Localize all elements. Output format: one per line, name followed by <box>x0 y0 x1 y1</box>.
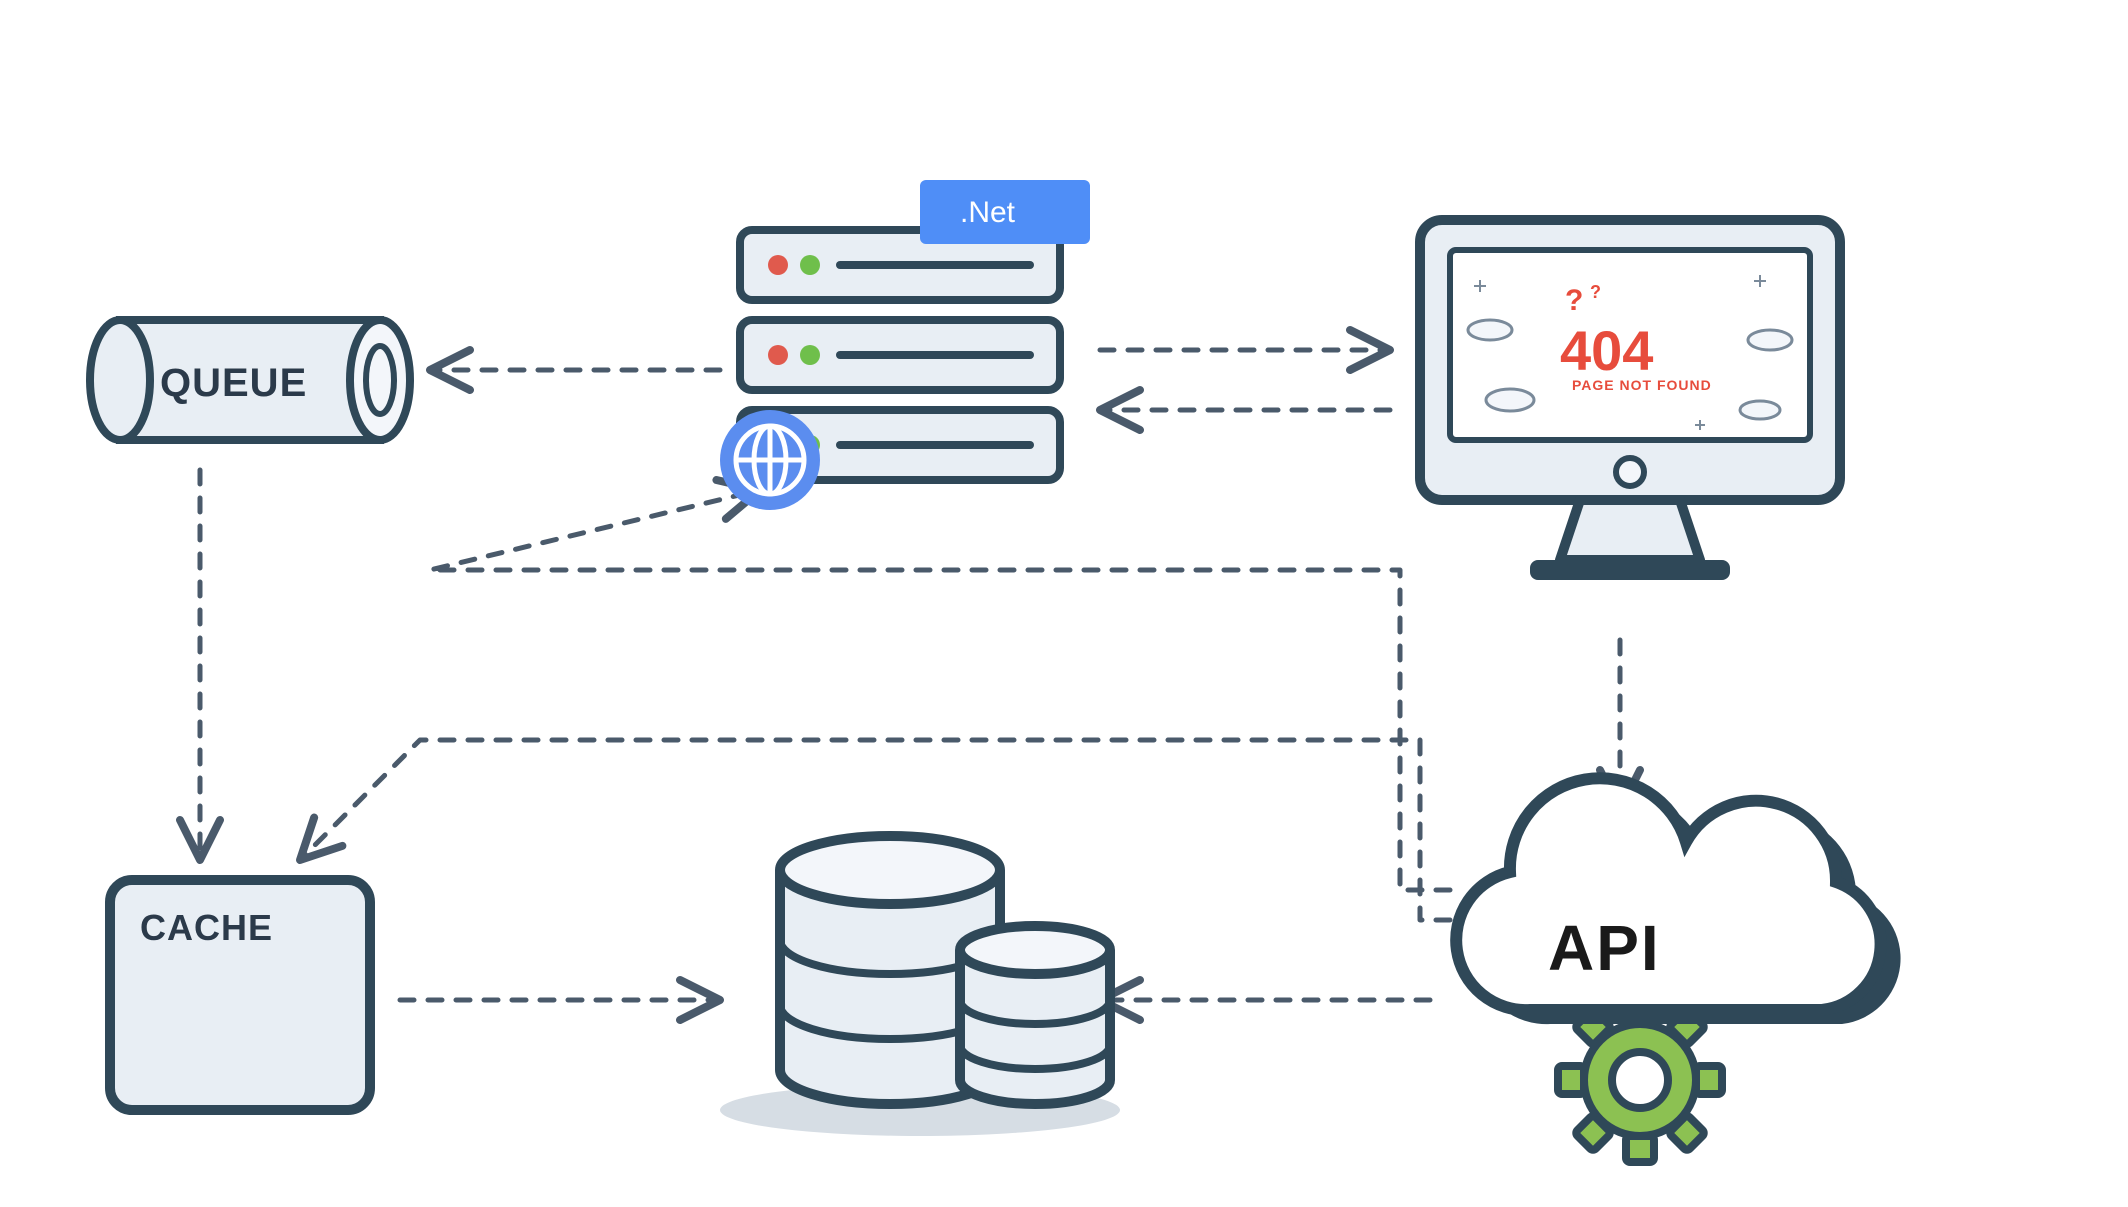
dotnet-badge: .Net <box>920 180 1090 244</box>
dotnet-badge-label: .Net <box>960 196 1016 229</box>
architecture-diagram: QUEUE .Net <box>0 0 2128 1207</box>
database-node <box>720 836 1120 1136</box>
api-label: API <box>1548 912 1661 984</box>
cache-label: CACHE <box>140 907 273 948</box>
edge-api-to-server <box>430 490 1450 890</box>
error-code: 404 <box>1560 319 1653 382</box>
cache-node: CACHE <box>110 880 370 1110</box>
svg-text:?: ? <box>1565 284 1583 317</box>
monitor-node: ? ? 404 PAGE NOT FOUND <box>1420 220 1840 580</box>
api-node: API <box>1456 778 1900 1162</box>
queue-label: QUEUE <box>160 361 307 405</box>
error-subtext: PAGE NOT FOUND <box>1572 377 1712 393</box>
globe-icon <box>720 410 820 510</box>
server-node: .Net <box>720 180 1090 510</box>
queue-node: QUEUE <box>90 320 410 440</box>
svg-text:?: ? <box>1590 282 1601 302</box>
